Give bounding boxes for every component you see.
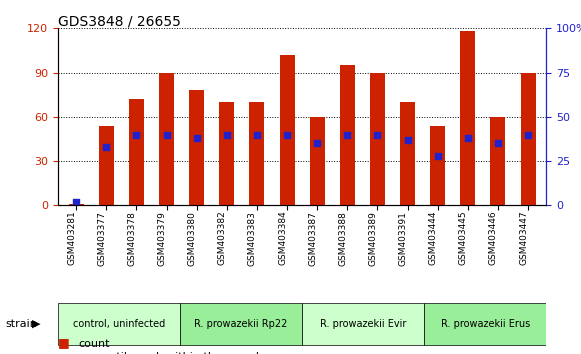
Point bbox=[523, 132, 533, 137]
Point bbox=[71, 199, 81, 205]
Bar bbox=[490, 117, 505, 205]
Bar bbox=[400, 102, 415, 205]
Bar bbox=[310, 117, 325, 205]
Text: percentile rank within the sample: percentile rank within the sample bbox=[78, 352, 266, 354]
Text: ▶: ▶ bbox=[32, 319, 41, 329]
Bar bbox=[340, 65, 355, 205]
Bar bbox=[460, 31, 475, 205]
Bar bbox=[430, 126, 445, 205]
Text: GSM403380: GSM403380 bbox=[188, 211, 197, 266]
Bar bbox=[69, 204, 84, 205]
Point bbox=[373, 132, 382, 137]
Text: GSM403388: GSM403388 bbox=[338, 211, 347, 266]
Point bbox=[433, 153, 442, 159]
Point bbox=[313, 141, 322, 146]
Point bbox=[282, 132, 292, 137]
Text: GSM403389: GSM403389 bbox=[368, 211, 378, 266]
Text: control, uninfected: control, uninfected bbox=[73, 319, 165, 329]
Bar bbox=[159, 73, 174, 205]
Text: GSM403391: GSM403391 bbox=[399, 211, 407, 266]
Text: GSM403446: GSM403446 bbox=[489, 211, 498, 265]
Text: R. prowazekii Erus: R. prowazekii Erus bbox=[440, 319, 530, 329]
Point bbox=[463, 135, 472, 141]
Point bbox=[222, 132, 231, 137]
Point bbox=[102, 144, 111, 150]
FancyBboxPatch shape bbox=[424, 303, 546, 345]
Point bbox=[493, 141, 503, 146]
Text: GSM403378: GSM403378 bbox=[127, 211, 137, 266]
Point bbox=[403, 137, 412, 143]
Bar bbox=[279, 55, 295, 205]
Text: GSM403377: GSM403377 bbox=[97, 211, 106, 266]
Text: GSM403379: GSM403379 bbox=[157, 211, 167, 266]
Text: GSM403384: GSM403384 bbox=[278, 211, 287, 266]
FancyBboxPatch shape bbox=[180, 303, 302, 345]
Bar bbox=[521, 73, 536, 205]
Text: GSM403447: GSM403447 bbox=[519, 211, 528, 265]
Point bbox=[343, 132, 352, 137]
FancyBboxPatch shape bbox=[58, 303, 180, 345]
Text: ■: ■ bbox=[58, 336, 70, 349]
Text: ■: ■ bbox=[58, 352, 70, 354]
Bar bbox=[129, 99, 144, 205]
Text: GSM403383: GSM403383 bbox=[248, 211, 257, 266]
FancyBboxPatch shape bbox=[302, 303, 424, 345]
Bar bbox=[219, 102, 234, 205]
Point bbox=[192, 135, 202, 141]
Text: strain: strain bbox=[6, 319, 38, 329]
Point bbox=[132, 132, 141, 137]
Bar bbox=[249, 102, 264, 205]
Text: R. prowazekii Evir: R. prowazekii Evir bbox=[320, 319, 406, 329]
Bar bbox=[370, 73, 385, 205]
Bar bbox=[189, 90, 204, 205]
Text: GSM403444: GSM403444 bbox=[429, 211, 437, 265]
Text: GSM403382: GSM403382 bbox=[218, 211, 227, 266]
Text: R. prowazekii Rp22: R. prowazekii Rp22 bbox=[195, 319, 288, 329]
Text: GSM403387: GSM403387 bbox=[308, 211, 317, 266]
Point bbox=[252, 132, 261, 137]
Bar bbox=[99, 126, 114, 205]
Point bbox=[162, 132, 171, 137]
Text: GSM403445: GSM403445 bbox=[459, 211, 468, 265]
Text: GSM403281: GSM403281 bbox=[67, 211, 76, 266]
Text: count: count bbox=[78, 339, 110, 349]
Text: GDS3848 / 26655: GDS3848 / 26655 bbox=[58, 14, 181, 28]
